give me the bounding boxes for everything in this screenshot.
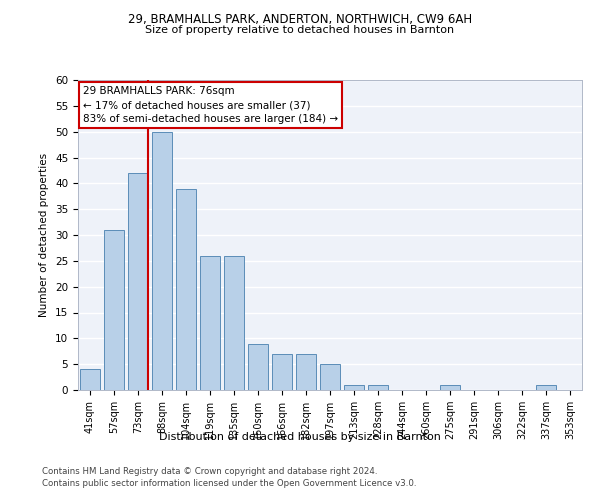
Text: Distribution of detached houses by size in Barnton: Distribution of detached houses by size …	[159, 432, 441, 442]
Text: Contains HM Land Registry data © Crown copyright and database right 2024.: Contains HM Land Registry data © Crown c…	[42, 468, 377, 476]
Bar	[440, 385, 460, 390]
Text: Contains public sector information licensed under the Open Government Licence v3: Contains public sector information licen…	[42, 479, 416, 488]
Bar	[200, 256, 220, 390]
Bar	[344, 385, 364, 390]
Bar	[272, 354, 292, 390]
Y-axis label: Number of detached properties: Number of detached properties	[40, 153, 49, 317]
Bar	[176, 188, 196, 390]
Bar	[248, 344, 268, 390]
Bar	[224, 256, 244, 390]
Bar	[296, 354, 316, 390]
Bar	[320, 364, 340, 390]
Bar	[104, 230, 124, 390]
Bar	[80, 370, 100, 390]
Text: Size of property relative to detached houses in Barnton: Size of property relative to detached ho…	[145, 25, 455, 35]
Bar	[152, 132, 172, 390]
Bar	[368, 385, 388, 390]
Bar	[128, 173, 148, 390]
Text: 29 BRAMHALLS PARK: 76sqm
← 17% of detached houses are smaller (37)
83% of semi-d: 29 BRAMHALLS PARK: 76sqm ← 17% of detach…	[83, 86, 338, 124]
Text: 29, BRAMHALLS PARK, ANDERTON, NORTHWICH, CW9 6AH: 29, BRAMHALLS PARK, ANDERTON, NORTHWICH,…	[128, 12, 472, 26]
Bar	[536, 385, 556, 390]
